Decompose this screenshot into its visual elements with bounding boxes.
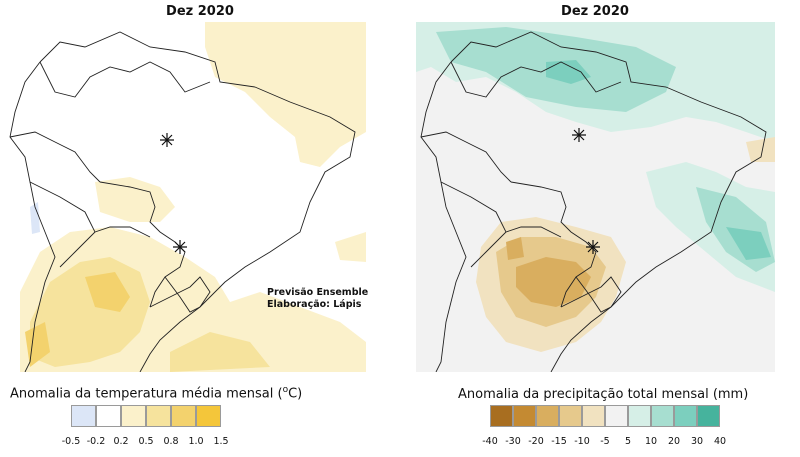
colorbar-box [196,405,221,427]
legend-tick: -0.5 [61,436,81,447]
colorbar-box [628,405,651,427]
coastline [9,61,56,372]
border-line [510,181,597,308]
border-line [9,131,101,183]
coastline [420,61,467,372]
colorbar-box [697,405,720,427]
temperature-colorbar [71,405,221,427]
coastline [39,31,356,372]
legend-tick: 5 [624,436,632,447]
colorbar-box [651,405,674,427]
legend-tick: -15 [551,436,567,447]
legend-tick: 20 [667,436,681,447]
colorbar-box [674,405,697,427]
legend-tick: -0.2 [86,436,106,447]
legend-tick: 0.5 [138,436,154,447]
legend-tick: -5 [600,436,610,447]
colorbar-box [582,405,605,427]
right-map-title: Dez 2020 [561,4,629,19]
legend-tick: 1.5 [213,436,229,447]
legend-unit-text: C) [288,386,303,402]
precipitation-colorbar [490,405,720,427]
legend-tick: -30 [505,436,521,447]
border-line [450,61,622,98]
border-line [39,61,211,98]
colorbar-box [96,405,121,427]
location-marker [160,133,187,254]
colorbar-box [605,405,628,427]
credit-line-author: Elaboração: Lápis [267,299,362,310]
temp-anomaly-area [335,232,366,262]
precip-anomaly-area [516,257,591,307]
legend-unit-degree: o [282,385,289,395]
temp-anomaly-area [205,22,366,167]
precip-anomaly-area [506,237,524,260]
border-line [164,276,201,313]
legend-tick: 30 [690,436,704,447]
border-line [440,181,507,268]
temp-anomaly-area [30,202,40,234]
border-line [94,226,151,238]
border-line [560,276,622,308]
location-marker [572,128,600,254]
precip-anomaly-area [746,137,775,162]
precipitation-legend-title: Anomalia da precipitação total mensal (m… [458,387,749,402]
legend-title-text: Anomalia da temperatura média mensal ( [10,386,283,402]
precip-anomaly-area [546,60,591,84]
precipitation-anomaly-map [416,22,775,372]
colorbar-box [146,405,171,427]
credit-line-model: Previsão Ensemble [267,287,369,298]
colorbar-box [513,405,536,427]
border-line [99,181,186,308]
temp-anomaly-area [85,272,130,312]
precip-anomaly-area [726,227,771,260]
colorbar-box [71,405,96,427]
left-map-title: Dez 2020 [166,4,234,19]
border-line [29,181,96,268]
colorbar-box [536,405,559,427]
legend-tick: 0.2 [113,436,129,447]
legend-tick: 0.8 [163,436,179,447]
colorbar-box [490,405,513,427]
legend-tick: 40 [713,436,727,447]
colorbar-box [121,405,146,427]
border-line [420,131,512,183]
legend-tick: -40 [482,436,498,447]
colorbar-box [171,405,196,427]
colorbar-box [559,405,582,427]
map-credit: Previsão Ensemble Elaboração: Lápis [267,287,368,311]
temperature-legend-title: Anomalia da temperatura média mensal (oC… [10,385,302,401]
legend-tick: -10 [574,436,590,447]
temp-anomaly-area [25,322,50,367]
border-line [575,276,612,313]
temp-anomaly-area [170,332,270,372]
coastline [450,31,767,372]
legend-tick: 1.0 [188,436,204,447]
legend-tick: 10 [644,436,658,447]
temp-anomaly-area [95,177,175,222]
temperature-anomaly-map [0,22,366,372]
legend-tick: -20 [528,436,544,447]
border-line [149,276,211,308]
border-line [505,226,562,238]
